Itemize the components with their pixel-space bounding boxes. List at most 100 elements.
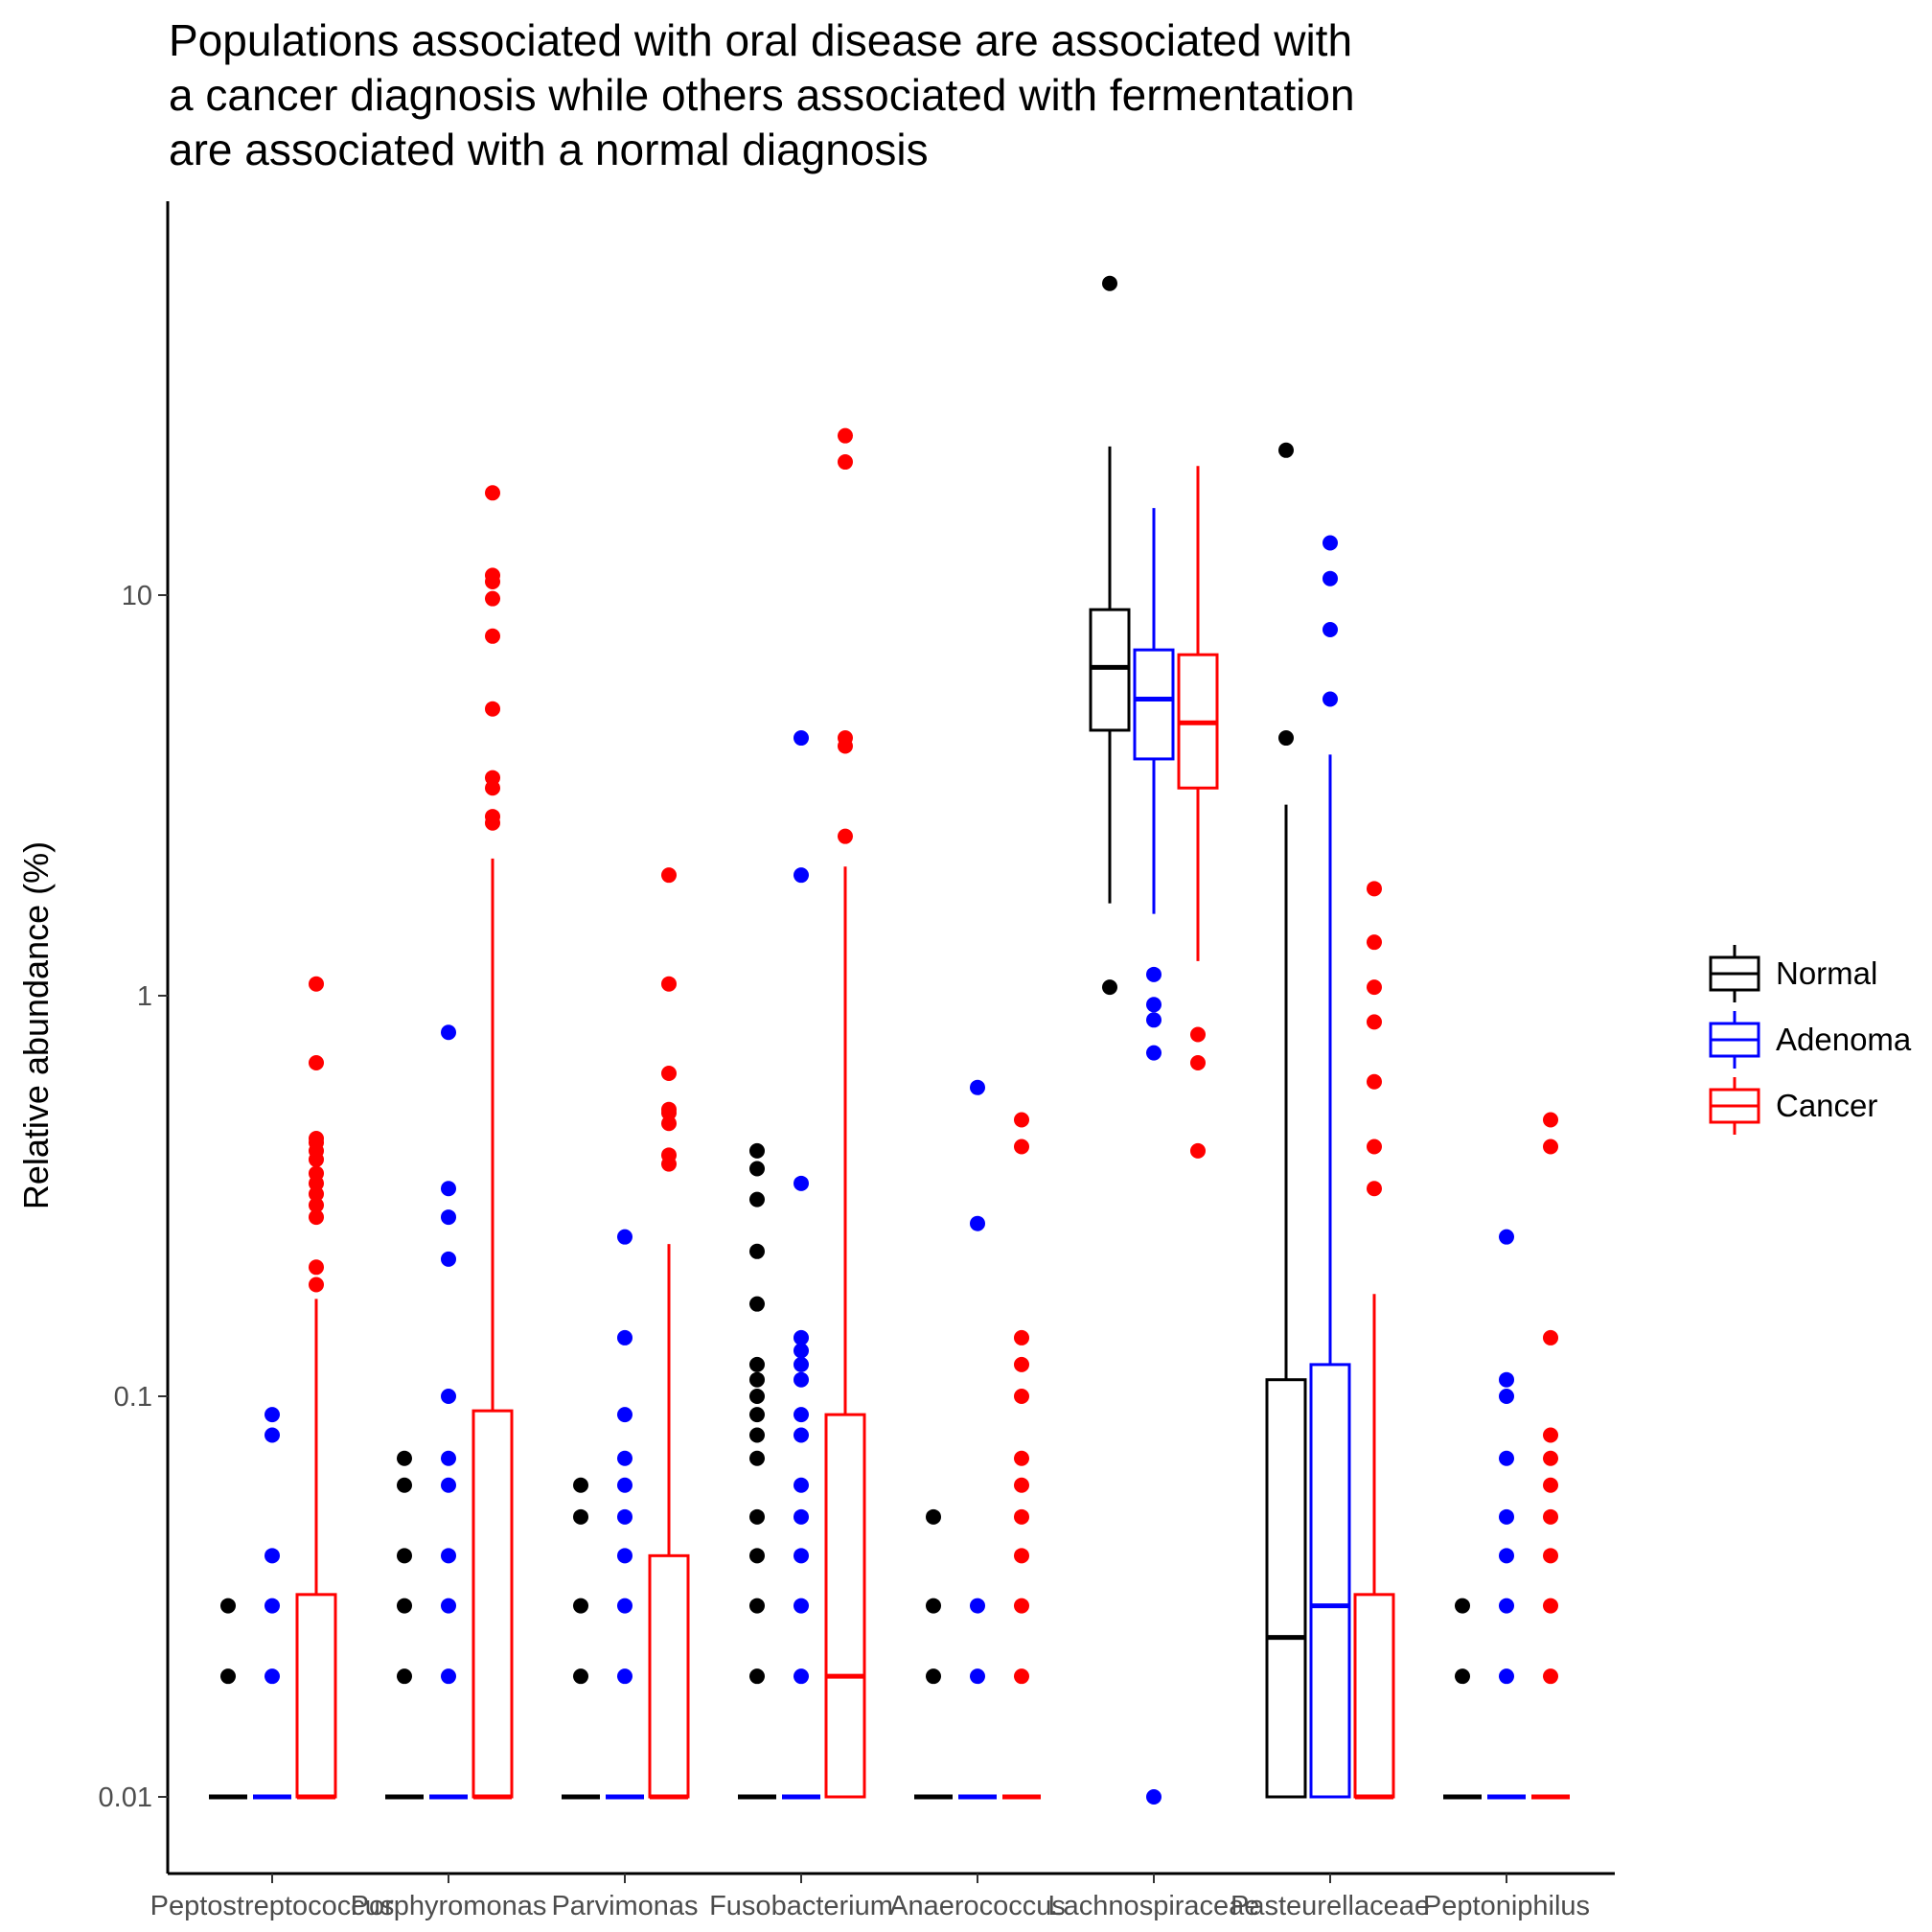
x-tick-label: Peptostreptococcus bbox=[150, 1891, 395, 1921]
outlier-point bbox=[1014, 1329, 1029, 1346]
outlier-point bbox=[1278, 442, 1294, 458]
outlier-point bbox=[617, 1598, 632, 1614]
outlier-point bbox=[794, 1356, 809, 1372]
outlier-point bbox=[1543, 1477, 1558, 1493]
outlier-point bbox=[309, 1131, 324, 1147]
outlier-point bbox=[1499, 1229, 1514, 1245]
legend-item-adenoma: Adenoma bbox=[1709, 1011, 1912, 1069]
outlier-point bbox=[264, 1407, 280, 1423]
outlier-point bbox=[1543, 1548, 1558, 1564]
outlier-point bbox=[1499, 1598, 1514, 1614]
x-tick-label: Anaerococcus bbox=[889, 1891, 1066, 1921]
y-tick-label: 1 bbox=[137, 981, 152, 1012]
outlier-point bbox=[1146, 1789, 1162, 1805]
box-adenoma-peptostreptococcus bbox=[253, 1407, 291, 1800]
box-iqr bbox=[1353, 1593, 1395, 1799]
outlier-point bbox=[441, 1450, 456, 1466]
y-axis-label: Relative abundance (%) bbox=[16, 841, 56, 1209]
box-cancer-peptoniphilus bbox=[1531, 1112, 1570, 1800]
outlier-point bbox=[264, 1598, 280, 1614]
box-normal-parvimonas bbox=[562, 1477, 600, 1800]
box-cancer-parvimonas bbox=[648, 867, 690, 1800]
box-adenoma-lachnospiraceae bbox=[1133, 508, 1175, 1805]
outlier-point bbox=[1014, 1450, 1029, 1466]
outlier-point bbox=[926, 1668, 941, 1685]
box-iqr bbox=[1265, 1378, 1307, 1799]
outlier-point bbox=[485, 701, 500, 717]
outlier-point bbox=[794, 1508, 809, 1525]
legend-label: Adenoma bbox=[1776, 1022, 1912, 1057]
box-cancer-porphyromonas bbox=[472, 485, 514, 1800]
outlier-point bbox=[617, 1548, 632, 1564]
box-iqr bbox=[648, 1553, 690, 1799]
outlier-point bbox=[1102, 275, 1117, 291]
outlier-point bbox=[749, 1142, 765, 1159]
outlier-point bbox=[749, 1508, 765, 1525]
outlier-point bbox=[1499, 1548, 1514, 1564]
title-line: Populations associated with oral disease… bbox=[169, 15, 1352, 65]
outlier-point bbox=[1499, 1371, 1514, 1388]
box-iqr bbox=[295, 1593, 337, 1799]
outlier-point bbox=[1543, 1450, 1558, 1466]
outlier-point bbox=[1455, 1598, 1470, 1614]
outlier-point bbox=[1543, 1508, 1558, 1525]
box-adenoma-pasteurellaceae bbox=[1309, 535, 1351, 1799]
outlier-point bbox=[1014, 1598, 1029, 1614]
outlier-point bbox=[485, 590, 500, 607]
box-cancer-fusobacterium bbox=[824, 427, 866, 1799]
x-tick-label: Fusobacterium bbox=[709, 1891, 893, 1921]
outlier-point bbox=[485, 809, 500, 825]
legend-item-normal: Normal bbox=[1709, 945, 1877, 1002]
outlier-point bbox=[1543, 1598, 1558, 1614]
outlier-point bbox=[264, 1548, 280, 1564]
outlier-point bbox=[441, 1209, 456, 1226]
outlier-point bbox=[617, 1407, 632, 1423]
outlier-point bbox=[1322, 570, 1338, 586]
y-tick-label: 0.1 bbox=[114, 1382, 152, 1413]
outlier-point bbox=[794, 867, 809, 884]
outlier-point bbox=[661, 1066, 677, 1082]
outlier-point bbox=[397, 1598, 412, 1614]
box-cancer-pasteurellaceae bbox=[1353, 881, 1395, 1800]
outlier-point bbox=[1543, 1427, 1558, 1443]
outlier-point bbox=[1146, 966, 1162, 982]
outlier-point bbox=[838, 454, 853, 471]
x-tick-label: Porphyromonas bbox=[351, 1891, 547, 1921]
outlier-point bbox=[1014, 1508, 1029, 1525]
outlier-point bbox=[309, 1259, 324, 1276]
y-tick-label: 0.01 bbox=[99, 1782, 152, 1813]
outlier-point bbox=[794, 730, 809, 747]
box-normal-fusobacterium bbox=[738, 1142, 776, 1800]
outlier-point bbox=[441, 1251, 456, 1267]
outlier-point bbox=[1014, 1389, 1029, 1404]
series-adenoma bbox=[253, 508, 1526, 1805]
outlier-point bbox=[1278, 730, 1294, 747]
box-adenoma-parvimonas bbox=[606, 1229, 644, 1800]
outlier-point bbox=[397, 1668, 412, 1685]
chart-title: Populations associated with oral disease… bbox=[169, 15, 1355, 174]
outlier-point bbox=[441, 1389, 456, 1404]
box-adenoma-anaerococcus bbox=[958, 1079, 997, 1800]
outlier-point bbox=[749, 1389, 765, 1404]
outlier-point bbox=[485, 485, 500, 501]
box-iqr bbox=[1309, 1363, 1351, 1799]
outlier-point bbox=[1190, 1026, 1206, 1043]
outlier-point bbox=[573, 1668, 588, 1685]
outlier-point bbox=[1543, 1112, 1558, 1128]
outlier-point bbox=[309, 1055, 324, 1071]
outlier-point bbox=[220, 1598, 236, 1614]
outlier-point bbox=[1014, 1548, 1029, 1564]
outlier-point bbox=[485, 628, 500, 644]
outlier-point bbox=[617, 1329, 632, 1346]
outlier-point bbox=[749, 1427, 765, 1443]
outlier-point bbox=[749, 1371, 765, 1388]
box-cancer-peptostreptococcus bbox=[295, 976, 337, 1800]
x-tick-label: Lachnospiraceae bbox=[1048, 1891, 1260, 1921]
outlier-point bbox=[1455, 1668, 1470, 1685]
outlier-point bbox=[309, 1165, 324, 1182]
outlier-point bbox=[661, 867, 677, 884]
outlier-point bbox=[794, 1477, 809, 1493]
outlier-point bbox=[970, 1598, 985, 1614]
outlier-point bbox=[838, 427, 853, 444]
